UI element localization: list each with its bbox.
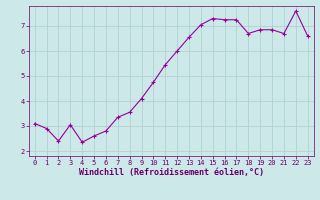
X-axis label: Windchill (Refroidissement éolien,°C): Windchill (Refroidissement éolien,°C) bbox=[79, 168, 264, 177]
